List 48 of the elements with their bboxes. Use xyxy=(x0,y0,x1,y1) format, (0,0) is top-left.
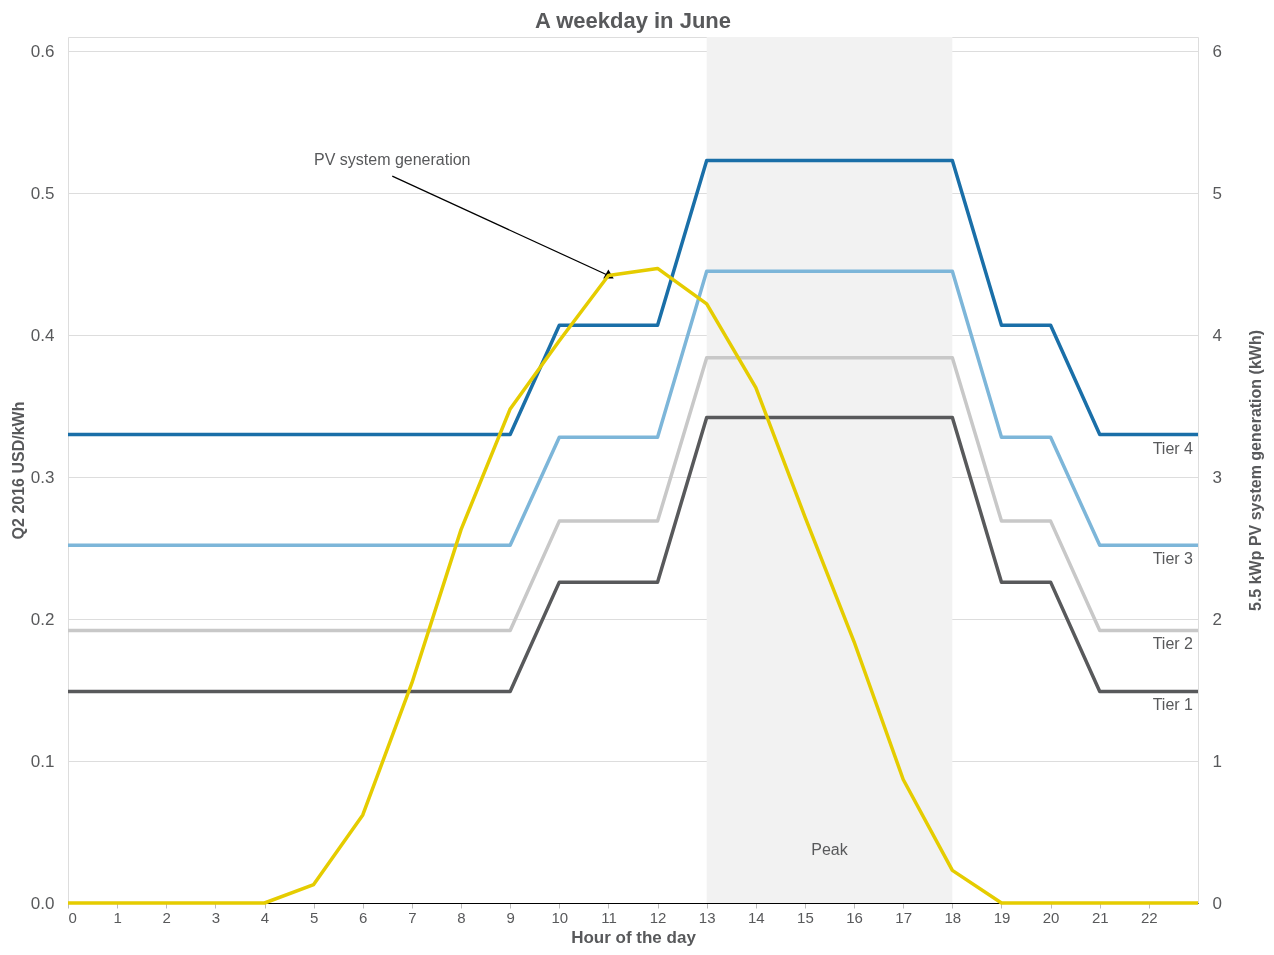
y2-tick-label: 2 xyxy=(1212,609,1222,629)
x-tick-label: 21 xyxy=(1091,908,1109,926)
x-tick-label: 5 xyxy=(309,908,319,926)
y2-tick-label: 5 xyxy=(1212,183,1222,203)
x-tick-label: 16 xyxy=(846,908,863,926)
x-tick-label: 15 xyxy=(797,908,814,926)
x-tick-label: 18 xyxy=(944,908,962,926)
chart-title: A weekday in June xyxy=(534,8,732,33)
annotation: PV system generation xyxy=(314,151,471,169)
x-tick-label: 6 xyxy=(359,908,368,926)
y2-tick-label: 3 xyxy=(1212,467,1222,487)
y-tick-label: 0.1 xyxy=(30,751,55,771)
x-tick-label: 2 xyxy=(162,908,171,926)
x-tick-label: 3 xyxy=(211,908,221,926)
x-tick-label: 1 xyxy=(113,908,122,926)
x-tick-label: 4 xyxy=(260,908,270,926)
y2-tick-label: 1 xyxy=(1212,751,1222,771)
x-tick-label: 22 xyxy=(1141,908,1158,926)
x-tick-label: 13 xyxy=(698,908,716,926)
x-tick-label: 14 xyxy=(747,908,765,926)
y-tick-label: 0.0 xyxy=(30,893,55,913)
y-tick-label: 0.5 xyxy=(30,183,55,203)
x-tick-label: 7 xyxy=(408,908,417,926)
band-label: Peak xyxy=(811,841,849,858)
x-tick-label: 19 xyxy=(993,908,1011,926)
y2-axis-title: 5.5 kWp PV system generation (kWh) xyxy=(1246,330,1264,611)
y-tick-label: 0.2 xyxy=(30,609,55,629)
line-series xyxy=(66,266,1200,905)
series-label: Tier 2 xyxy=(1152,635,1194,653)
x-tick-label: 20 xyxy=(1042,908,1060,926)
x-tick-label: 8 xyxy=(457,908,466,926)
y-tick-label: 0.6 xyxy=(30,41,55,61)
y-tick-label: 0.3 xyxy=(30,467,55,487)
y-axis-title: Q2 2016 USD/kWh xyxy=(9,401,27,540)
series-label: Tier 4 xyxy=(1152,439,1194,457)
x-axis-title: Hour of the day xyxy=(571,927,697,947)
series-label: Tier 3 xyxy=(1152,550,1194,568)
x-tick-label: 9 xyxy=(506,908,515,926)
y2-tick-label: 0 xyxy=(1212,893,1222,913)
y2-tick-label: 4 xyxy=(1212,325,1222,345)
x-tick-label: 17 xyxy=(895,908,913,926)
x-tick-label: 12 xyxy=(649,908,667,926)
x-tick-label: 11 xyxy=(601,908,617,926)
y2-tick-label: 6 xyxy=(1212,41,1222,61)
y-tick-label: 0.4 xyxy=(30,325,55,345)
series-label: Tier 1 xyxy=(1152,696,1194,714)
x-tick-label: 10 xyxy=(551,908,569,926)
x-tick-label: 0 xyxy=(68,908,77,926)
